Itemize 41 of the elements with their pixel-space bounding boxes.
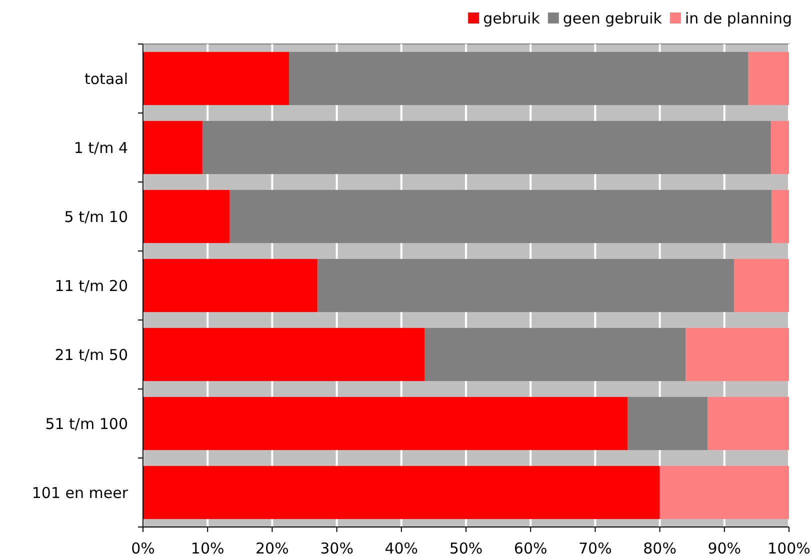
x-tick-label: 10% bbox=[190, 539, 224, 558]
x-tick-label: 30% bbox=[320, 539, 354, 558]
y-tick-label: 11 t/m 20 bbox=[54, 276, 128, 295]
bar bbox=[143, 120, 202, 174]
bar bbox=[143, 396, 628, 450]
x-tick-label: 70% bbox=[578, 539, 612, 558]
bar bbox=[424, 328, 686, 382]
y-tick-label: 5 t/m 10 bbox=[64, 208, 128, 226]
bar bbox=[143, 258, 318, 312]
bar bbox=[143, 190, 230, 244]
x-tick-label: 40% bbox=[384, 539, 418, 558]
bar bbox=[288, 52, 748, 106]
bar bbox=[628, 396, 708, 450]
legend-label: geen gebruik bbox=[562, 9, 662, 28]
legend-label: gebruik bbox=[483, 9, 540, 28]
x-tick-label: 90% bbox=[708, 539, 742, 558]
bar bbox=[708, 396, 789, 450]
x-tick-label: 80% bbox=[643, 539, 676, 558]
bar bbox=[143, 52, 289, 106]
x-tick-label: 60% bbox=[514, 539, 548, 558]
bar bbox=[143, 328, 425, 382]
bar bbox=[660, 466, 789, 520]
legend-label: in de planning bbox=[684, 9, 792, 28]
bar bbox=[748, 52, 789, 106]
x-tick-label: 0% bbox=[131, 539, 155, 558]
bar bbox=[230, 190, 772, 244]
x-tick-label: 20% bbox=[256, 539, 289, 558]
x-tick-label: 100% bbox=[768, 539, 810, 558]
bar bbox=[143, 466, 660, 520]
bar bbox=[772, 190, 789, 244]
y-tick-label: totaal bbox=[84, 70, 128, 88]
bar bbox=[770, 120, 789, 174]
x-tick-label: 50% bbox=[449, 539, 483, 558]
bar bbox=[317, 258, 734, 312]
y-tick-label: 1 t/m 4 bbox=[74, 138, 128, 157]
bar bbox=[734, 258, 789, 312]
y-tick-label: 21 t/m 50 bbox=[54, 346, 128, 364]
y-tick-label: 51 t/m 100 bbox=[45, 414, 128, 433]
bar bbox=[686, 328, 789, 382]
bar bbox=[202, 120, 771, 174]
y-tick-label: 101 en meer bbox=[32, 484, 129, 502]
